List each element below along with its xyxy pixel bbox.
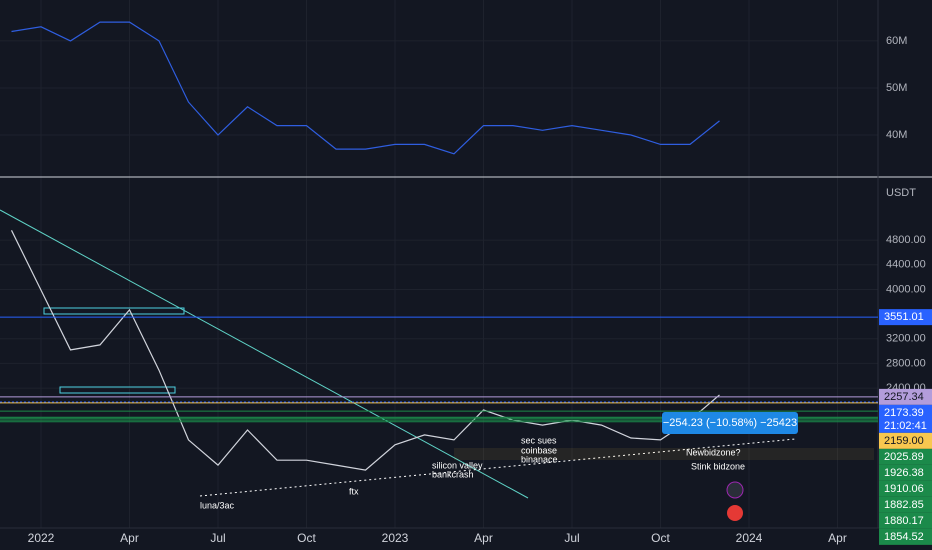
price-line <box>11 21 720 155</box>
annotation: silicon valley <box>432 460 483 470</box>
x-tick-label: 2022 <box>28 531 55 545</box>
price-label: 1882.85 <box>884 499 924 511</box>
event-icon[interactable] <box>726 481 744 499</box>
price-label: 1880.17 <box>884 515 924 527</box>
zone-box <box>59 386 176 394</box>
annotation: luna/3ac <box>200 500 235 510</box>
annotation: bankcrash <box>432 469 474 479</box>
event-icon[interactable] <box>727 505 743 521</box>
y-tick-label: 4800.00 <box>886 234 926 246</box>
y-tick-label: 50M <box>886 82 907 94</box>
price-label-bg <box>879 404 932 433</box>
currency-label[interactable]: USDT <box>886 187 916 199</box>
x-tick-label: Apr <box>474 531 493 545</box>
price-label: 1926.38 <box>884 467 924 479</box>
y-tick-label: 40M <box>886 129 907 141</box>
measure-box <box>662 412 798 434</box>
price-label-bg <box>879 432 932 449</box>
y-tick-label: 4000.00 <box>886 283 926 295</box>
y-tick-label: 3200.00 <box>886 333 926 345</box>
price-line <box>10 230 720 471</box>
trend-line <box>0 209 529 499</box>
x-tick-label: Jul <box>210 531 225 545</box>
x-tick-label: Oct <box>297 531 316 545</box>
price-label-bg <box>879 528 932 545</box>
annotation: ftx <box>349 486 359 496</box>
price-label: 1854.52 <box>884 531 924 543</box>
annotation: Stink bidzone <box>691 461 745 471</box>
zone-box <box>43 307 185 315</box>
annotation: sec sues <box>521 435 557 445</box>
y-tick-label: 2800.00 <box>886 357 926 369</box>
price-label: 3551.01 <box>884 311 924 323</box>
price-label: 2025.89 <box>884 451 924 463</box>
annotation: Newbidzone? <box>686 447 741 457</box>
grid <box>0 0 878 528</box>
price-label-bg <box>879 448 932 465</box>
x-tick-label: 2024 <box>736 531 763 545</box>
price-label-bg <box>879 512 932 529</box>
price-label-bg <box>879 388 932 405</box>
bid-zone <box>454 448 874 460</box>
annotation: coinbase <box>521 445 557 455</box>
annotation: binanace <box>521 454 558 464</box>
countdown: 21:02:41 <box>884 420 927 432</box>
price-label-bg <box>879 309 932 326</box>
x-tick-label: Apr <box>120 531 139 545</box>
y-tick-label: 4400.00 <box>886 259 926 271</box>
price-label: 2173.39 <box>884 407 924 419</box>
x-tick-label: 2023 <box>382 531 409 545</box>
price-label: 2159.00 <box>884 435 924 447</box>
price-label: 1910.06 <box>884 483 924 495</box>
price-label-bg <box>879 496 932 513</box>
price-label-bg <box>879 464 932 481</box>
x-tick-label: Apr <box>828 531 847 545</box>
price-label-bg <box>879 480 932 497</box>
measure-label: −254.23 (−10.58%) −25423 <box>663 417 797 429</box>
x-tick-label: Jul <box>564 531 579 545</box>
price-label: 2257.34 <box>884 391 924 403</box>
y-tick-label: 60M <box>886 35 907 47</box>
x-tick-label: Oct <box>651 531 670 545</box>
